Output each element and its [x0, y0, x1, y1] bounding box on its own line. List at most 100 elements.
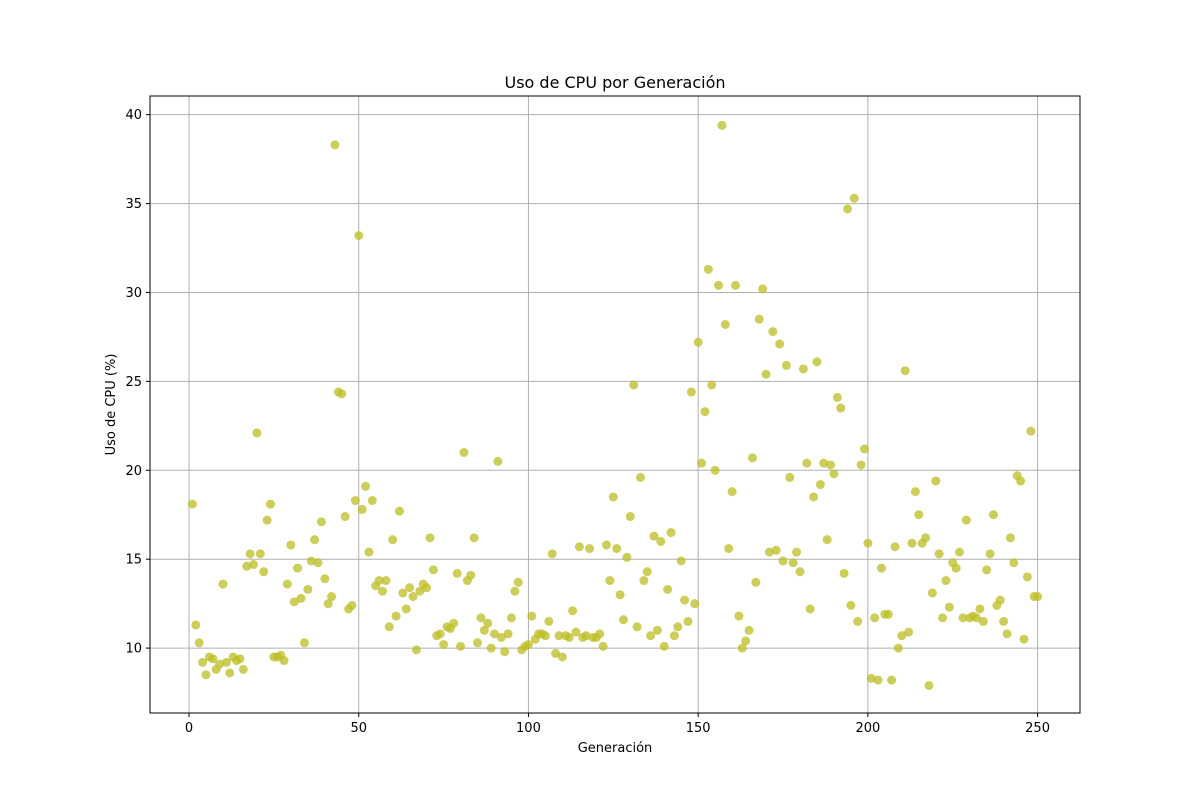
data-point [523, 640, 533, 650]
x-tick-label: 150 [686, 721, 711, 736]
data-point [259, 567, 269, 577]
y-axis-label: Uso de CPU (%) [104, 354, 119, 456]
data-point [941, 576, 951, 586]
data-point [826, 460, 836, 470]
data-point [398, 588, 408, 598]
data-point [262, 515, 272, 525]
data-point [191, 620, 201, 630]
data-point [249, 560, 259, 570]
data-point [866, 673, 876, 683]
data-point [720, 319, 730, 329]
data-point [853, 616, 863, 626]
data-point [282, 579, 292, 589]
data-point [805, 604, 815, 614]
y-tick-label: 30 [125, 286, 142, 301]
data-point [693, 337, 703, 347]
data-point [995, 595, 1005, 605]
data-point [557, 652, 567, 662]
data-point [486, 643, 496, 653]
data-point [510, 586, 520, 596]
data-point [296, 593, 306, 603]
data-point [245, 549, 255, 559]
data-point [378, 586, 387, 596]
data-point [849, 193, 859, 203]
data-point [846, 600, 856, 610]
x-axis-label: Generación [578, 741, 653, 756]
y-tick-label: 10 [125, 642, 142, 657]
data-point [649, 531, 659, 541]
data-point [384, 622, 394, 632]
data-point [836, 403, 846, 413]
data-point [198, 657, 208, 667]
data-point [625, 512, 635, 522]
data-point [289, 597, 299, 607]
data-point [310, 535, 320, 545]
data-point [299, 638, 309, 648]
data-point [194, 638, 204, 648]
data-point [405, 583, 415, 593]
data-point [540, 631, 550, 641]
data-point [951, 563, 961, 573]
data-point [781, 360, 791, 370]
data-point [829, 469, 839, 479]
data-point [982, 565, 992, 575]
data-point [323, 599, 333, 609]
data-point [293, 563, 303, 573]
data-point [401, 604, 411, 614]
data-point [479, 625, 489, 635]
data-point [469, 533, 479, 543]
y-tick-label: 35 [125, 197, 142, 212]
data-point [215, 659, 225, 669]
data-point [391, 611, 401, 621]
data-point [367, 496, 377, 506]
data-point [435, 629, 445, 639]
data-point [1033, 592, 1043, 602]
data-point [581, 631, 591, 641]
data-point [439, 640, 449, 650]
data-point [975, 604, 985, 614]
data-point [428, 565, 438, 575]
data-point [201, 670, 211, 680]
data-point [680, 595, 690, 605]
data-point [598, 641, 608, 651]
data-point [768, 327, 778, 337]
data-point [747, 453, 757, 463]
data-point [938, 613, 948, 623]
data-point [476, 613, 486, 623]
data-point [554, 631, 564, 641]
data-point [500, 647, 510, 657]
data-point [741, 636, 751, 646]
data-point [513, 577, 523, 587]
data-point [493, 456, 503, 466]
data-point [622, 552, 632, 562]
data-point [876, 563, 886, 573]
data-point [686, 387, 696, 397]
data-point [639, 576, 649, 586]
data-point [764, 547, 774, 557]
data-point [927, 588, 937, 598]
data-point [551, 648, 561, 658]
data-point [751, 577, 761, 587]
data-point [724, 544, 734, 554]
data-point [822, 535, 832, 545]
data-point [961, 515, 971, 525]
data-point [330, 140, 340, 150]
data-point [544, 616, 554, 626]
data-point [316, 517, 326, 527]
chart-title: Uso de CPU por Generación [504, 73, 725, 92]
data-point [313, 558, 323, 568]
data-point [737, 643, 747, 653]
data-point [595, 629, 605, 639]
data-point [1005, 533, 1015, 543]
data-point [286, 540, 296, 550]
data-point [887, 675, 897, 685]
data-point [883, 609, 893, 619]
data-point [900, 366, 910, 376]
data-points [187, 120, 1043, 690]
y-tick-label: 25 [125, 375, 142, 390]
data-point [734, 611, 744, 621]
data-point [666, 528, 676, 538]
data-point [717, 120, 727, 130]
data-point [924, 680, 934, 690]
data-point [608, 492, 618, 502]
